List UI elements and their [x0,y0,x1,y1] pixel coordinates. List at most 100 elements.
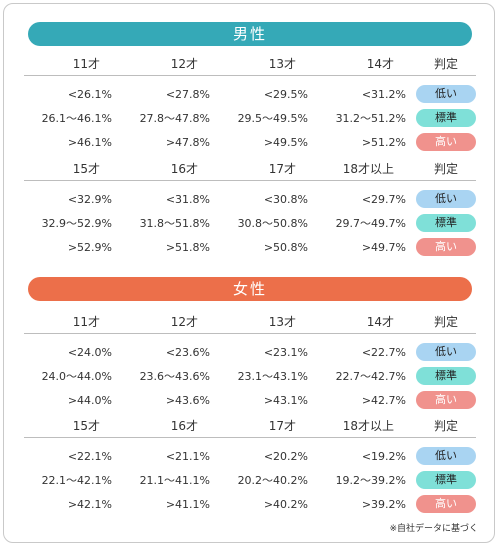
age-header: 13才 [268,314,296,329]
range-cell: 22.1〜42.1% [41,474,112,487]
range-cell: 22.7〜42.7% [335,370,406,383]
table-row: <24.0% <23.6% <23.1% <22.7% 低い [24,340,476,364]
range-cell: <29.7% [361,192,406,206]
range-cell: >49.5% [263,135,308,149]
range-cell: >47.8% [165,135,210,149]
judge-cell: 標準 [416,109,476,127]
range-cell: 31.2〜51.2% [335,112,406,125]
footnote: ※自社データに基づく [389,524,478,534]
table-row: <22.1% <21.1% <20.2% <19.2% 低い [24,444,476,468]
range-cell: >51.2% [361,135,406,149]
range-cell: 29.7〜49.7% [335,217,406,230]
judgment-badge-high: 高い [416,238,476,256]
judge-cell: 低い [416,343,476,361]
range-cell: <22.1% [67,449,112,463]
age-header: 18才以上 [342,418,394,433]
range-cell: 31.8〜51.8% [139,217,210,230]
judge-cell: 低い [416,190,476,208]
age-header: 16才 [170,418,198,433]
range-cell: <20.2% [263,449,308,463]
female-table-ages-11-14: 11才 12才 13才 14才 判定 <24.0% <23.6% <23.1% <22.7% 低い… [24,309,476,412]
table-row: 22.1〜42.1% 21.1〜41.1% 20.2〜40.2% 19.2〜39.2%… [24,468,476,492]
range-cell: <31.2% [361,87,406,101]
judge-cell: 標準 [416,367,476,385]
range-cell: <32.9% [67,192,112,206]
judge-header: 判定 [433,418,458,433]
judgment-badge-std: 標準 [416,109,476,127]
range-cell: >42.7% [361,393,406,407]
age-header: 12才 [170,56,198,71]
table-header-row: 15才 16才 17才 18才以上 判定 [24,413,476,438]
judge-cell: 高い [416,238,476,256]
range-cell: 21.1〜41.1% [139,474,210,487]
table-row: <32.9% <31.8% <30.8% <29.7% 低い [24,187,476,211]
range-cell: <21.1% [165,449,210,463]
range-cell: 29.5〜49.5% [237,112,308,125]
judgment-badge-high: 高い [416,495,476,513]
range-cell: >43.1% [263,393,308,407]
range-cell: 19.2〜39.2% [335,474,406,487]
range-cell: >50.8% [263,240,308,254]
judge-cell: 高い [416,391,476,409]
male-section-header: 男性 [28,22,472,46]
range-cell: 27.8〜47.8% [139,112,210,125]
judge-header: 判定 [433,56,458,71]
table-row: 32.9〜52.9% 31.8〜51.8% 30.8〜50.8% 29.7〜49.7%… [24,211,476,235]
judge-cell: 低い [416,85,476,103]
range-cell: <23.6% [165,345,210,359]
age-header: 17才 [268,418,296,433]
age-header: 11才 [72,56,100,71]
table-header-row: 11才 12才 13才 14才 判定 [24,51,476,76]
judgment-badge-low: 低い [416,343,476,361]
age-header: 16才 [170,161,198,176]
judgment-badge-std: 標準 [416,471,476,489]
range-cell: <30.8% [263,192,308,206]
table-header-row: 15才 16才 17才 18才以上 判定 [24,156,476,181]
range-cell: 32.9〜52.9% [41,217,112,230]
judge-cell: 標準 [416,471,476,489]
female-section-header: 女性 [28,277,472,301]
age-header: 18才以上 [342,161,394,176]
range-cell: <19.2% [361,449,406,463]
range-cell: <23.1% [263,345,308,359]
age-header: 17才 [268,161,296,176]
age-header: 13才 [268,56,296,71]
age-header: 11才 [72,314,100,329]
age-header: 14才 [366,314,394,329]
range-cell: 23.6〜43.6% [139,370,210,383]
range-cell: >51.8% [165,240,210,254]
table-row: >46.1% >47.8% >49.5% >51.2% 高い [24,130,476,154]
judgment-badge-high: 高い [416,391,476,409]
range-cell: 26.1〜46.1% [41,112,112,125]
judgment-badge-low: 低い [416,190,476,208]
range-cell: >44.0% [67,393,112,407]
table-row: >42.1% >41.1% >40.2% >39.2% 高い [24,492,476,516]
table-row: >52.9% >51.8% >50.8% >49.7% 高い [24,235,476,259]
range-cell: <27.8% [165,87,210,101]
judge-cell: 高い [416,133,476,151]
card-frame [3,3,495,543]
table-header-row: 11才 12才 13才 14才 判定 [24,309,476,334]
judge-cell: 標準 [416,214,476,232]
female-table-ages-15-18: 15才 16才 17才 18才以上 判定 <22.1% <21.1% <20.2% <19.2%… [24,413,476,516]
age-header: 15才 [72,418,100,433]
judgment-badge-high: 高い [416,133,476,151]
range-cell: 23.1〜43.1% [237,370,308,383]
range-cell: 30.8〜50.8% [237,217,308,230]
range-cell: >43.6% [165,393,210,407]
range-cell: >41.1% [165,497,210,511]
male-section-title: 男性 [232,25,267,43]
range-cell: 20.2〜40.2% [237,474,308,487]
range-cell: <26.1% [67,87,112,101]
judgment-badge-std: 標準 [416,367,476,385]
range-cell: <22.7% [361,345,406,359]
male-table-ages-11-14: 11才 12才 13才 14才 判定 <26.1% <27.8% <29.5% <31.2% 低い… [24,51,476,154]
range-cell: >42.1% [67,497,112,511]
age-header: 12才 [170,314,198,329]
judge-cell: 低い [416,447,476,465]
judge-header: 判定 [433,314,458,329]
judgment-badge-low: 低い [416,447,476,465]
range-cell: <31.8% [165,192,210,206]
judgment-badge-std: 標準 [416,214,476,232]
range-cell: <24.0% [67,345,112,359]
